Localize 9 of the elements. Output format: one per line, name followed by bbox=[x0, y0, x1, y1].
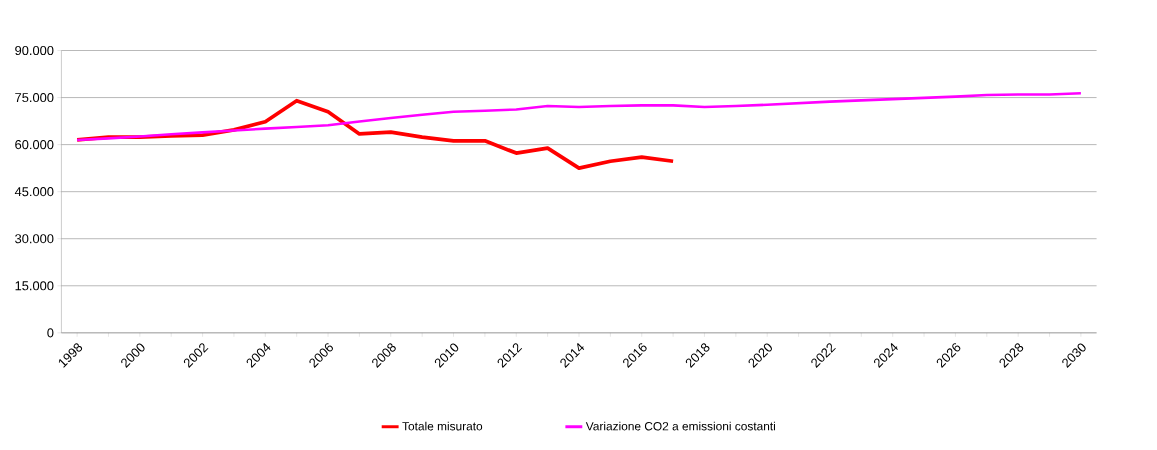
legend-label: Totale misurato bbox=[402, 421, 483, 431]
y-tick-label: 60.000 bbox=[15, 140, 54, 150]
y-tick-label: 15.000 bbox=[15, 281, 54, 291]
y-tick-label: 90.000 bbox=[15, 46, 54, 56]
y-tick-label: 75.000 bbox=[15, 93, 54, 103]
y-tick-label: 30.000 bbox=[15, 234, 54, 244]
legend-label: Variazione CO2 a emissioni costanti bbox=[585, 421, 775, 431]
y-tick-label: 45.000 bbox=[14, 187, 54, 197]
y-tick-label: 0 bbox=[47, 328, 54, 338]
